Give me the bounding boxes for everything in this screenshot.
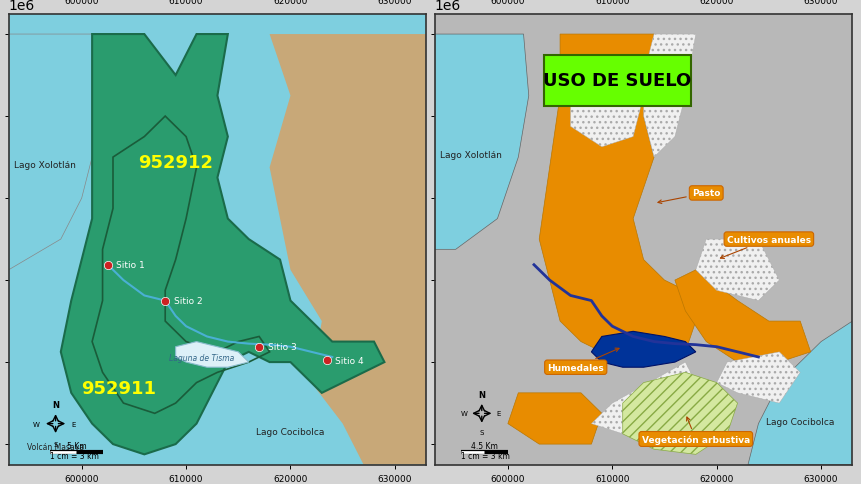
Polygon shape	[176, 342, 249, 367]
Text: 1 cm = 3 km: 1 cm = 3 km	[461, 452, 510, 460]
Text: Sitio 2: Sitio 2	[174, 297, 202, 305]
Text: Laguna de Tisma: Laguna de Tisma	[169, 353, 234, 363]
Text: USO DE SUELO: USO DE SUELO	[543, 72, 691, 90]
Text: Lago Xolotlán: Lago Xolotlán	[15, 161, 76, 170]
Text: W: W	[461, 410, 468, 417]
Text: Vegetación arbustiva: Vegetación arbustiva	[641, 417, 750, 444]
Text: W: W	[33, 421, 40, 427]
Text: Sitio 1: Sitio 1	[116, 261, 145, 270]
Text: N: N	[52, 400, 59, 409]
Polygon shape	[696, 240, 779, 301]
Polygon shape	[217, 35, 426, 465]
Polygon shape	[61, 35, 384, 454]
Text: Lago Cocibolca: Lago Cocibolca	[257, 427, 325, 436]
Polygon shape	[435, 35, 529, 250]
Text: 1 cm = 3 km: 1 cm = 3 km	[50, 452, 99, 460]
Polygon shape	[716, 352, 800, 403]
Polygon shape	[592, 363, 696, 434]
Text: Lago Cocibolca: Lago Cocibolca	[766, 417, 834, 426]
Text: E: E	[71, 421, 77, 427]
Polygon shape	[623, 373, 738, 454]
Text: Sitio 4: Sitio 4	[336, 356, 364, 365]
Text: Sitio 3: Sitio 3	[268, 343, 296, 351]
Text: E: E	[497, 410, 501, 417]
Text: Cultivos anuales: Cultivos anuales	[721, 235, 811, 259]
Polygon shape	[592, 332, 696, 367]
Polygon shape	[675, 270, 811, 363]
Text: Volcán Masaya: Volcán Masaya	[27, 442, 84, 451]
Text: 4.5 Km: 4.5 Km	[471, 441, 498, 450]
Polygon shape	[571, 66, 643, 148]
Text: Lago Xolotlán: Lago Xolotlán	[441, 151, 502, 160]
Text: 5 Km: 5 Km	[66, 441, 86, 450]
FancyBboxPatch shape	[544, 56, 691, 106]
Text: S: S	[480, 429, 484, 435]
Text: 952911: 952911	[81, 379, 156, 397]
Polygon shape	[9, 35, 102, 270]
Text: Humedales: Humedales	[548, 348, 619, 372]
Polygon shape	[508, 393, 602, 444]
Text: 952912: 952912	[138, 154, 214, 172]
Text: S: S	[53, 441, 58, 447]
Polygon shape	[539, 35, 696, 363]
Text: N: N	[478, 390, 486, 399]
Text: Pasto: Pasto	[658, 189, 721, 204]
Polygon shape	[643, 35, 696, 158]
Polygon shape	[748, 321, 852, 465]
